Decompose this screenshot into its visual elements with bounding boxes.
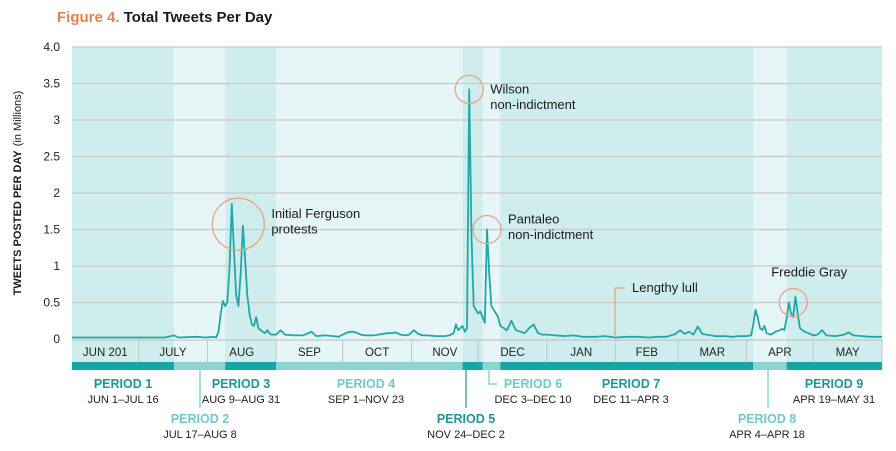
period-name: PERIOD 4 [337,377,395,391]
period-band [753,47,787,362]
y-tick-label: 4.0 [43,40,60,54]
tweets-line [72,88,882,339]
month-label: JAN [570,347,592,359]
period-band [72,47,175,362]
month-label: DEC [500,347,524,359]
period-bar-segment [174,362,226,370]
highlight-circle [211,197,265,251]
period-band [174,47,226,362]
month-label: SEP [298,347,321,359]
annotation-label: non-indictment [508,227,594,242]
period-range: APR 19–MAY 31 [793,394,875,406]
y-axis-label-bold: TWEETS POSTED PER DAY [12,150,24,296]
period-range: APR 4–APR 18 [729,429,805,441]
annotation-connector [614,287,625,337]
month-label: FEB [636,347,659,359]
period-name: PERIOD 6 [504,377,562,391]
month-label: MAY [836,347,860,359]
period-name: PERIOD 1 [94,377,152,391]
y-tick-label: 0.5 [43,296,60,310]
highlight-circle [778,287,808,318]
highlight-circle [472,214,502,245]
period-range: SEP 1–NOV 23 [328,394,404,406]
period-range: NOV 24–DEC 2 [427,429,505,441]
chart-title: Figure 4. Total Tweets Per Day [57,9,272,26]
annotation-label: non-indictment [490,97,576,112]
period-name: PERIOD 7 [602,377,660,391]
period-band [225,47,277,362]
annotation-label: Wilson [490,81,529,96]
period-band [500,47,754,362]
period-name: PERIOD 9 [805,377,863,391]
month-label: NOV [432,347,457,359]
y-tick-label: 0 [53,332,60,346]
y-tick-label: 3 [53,113,60,127]
period-bar-segment [462,362,483,370]
period-bar-segment [225,362,277,370]
period-name: PERIOD 5 [437,412,495,426]
y-tick-label: 3.5 [43,77,60,91]
period-bar-segment [500,362,754,370]
annotation-label: Initial Ferguson [271,206,360,221]
y-tick-label: 1 [53,259,60,273]
period-name: PERIOD 2 [171,412,229,426]
y-tick-label: 1.5 [43,223,60,237]
month-label: JUN 201 [83,347,128,359]
period-bar-segment [72,362,175,370]
y-axis-label-units: (in Millions) [12,91,24,147]
period-connector [488,370,497,385]
period-band [462,47,483,362]
annotation-label: Freddie Gray [771,265,847,280]
period-range: JUN 1–JUL 16 [87,394,158,406]
month-label: JULY [159,347,187,359]
period-range: DEC 3–DEC 10 [494,394,571,406]
month-label: AUG [229,347,254,359]
annotation-label: protests [271,222,318,237]
figure-title: Total Tweets Per Day [123,9,273,26]
month-label: MAR [699,347,725,359]
y-axis-label: TWEETS POSTED PER DAY (in Millions) [12,91,24,296]
period-band [482,47,501,362]
period-band [786,47,882,362]
y-tick-label: 2 [53,186,60,200]
figure-number: Figure 4. [57,9,120,26]
y-tick-label: 2.5 [43,150,60,164]
period-bar-segment [276,362,463,370]
period-range: AUG 9–AUG 31 [202,394,280,406]
period-name: PERIOD 3 [212,377,270,391]
period-range: JUL 17–AUG 8 [163,429,237,441]
period-bar-segment [753,362,787,370]
period-name: PERIOD 8 [738,412,796,426]
month-label: OCT [365,347,389,359]
period-range: DEC 11–APR 3 [593,394,669,406]
highlight-circle [454,74,484,104]
period-bar-segment [786,362,882,370]
annotation-label: Lengthy lull [632,280,698,295]
period-band [276,47,463,362]
annotation-label: Pantaleo [508,212,559,227]
period-bar-segment [482,362,501,370]
month-label: APR [768,347,792,359]
